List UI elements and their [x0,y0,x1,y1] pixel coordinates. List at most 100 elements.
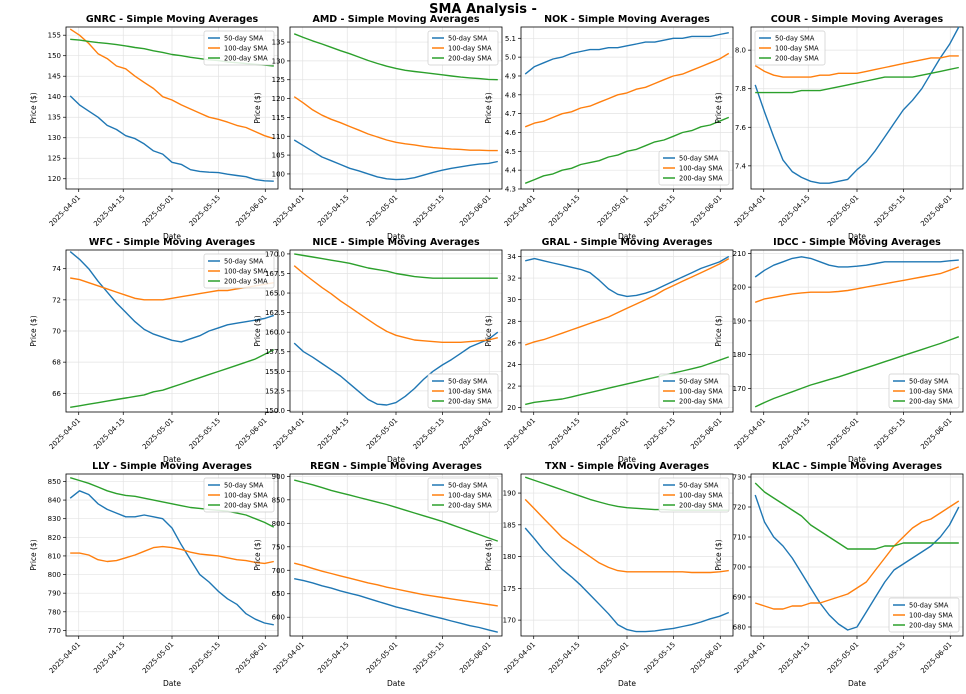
series-line-sma100 [754,500,960,610]
chart-title: LLY - Simple Moving Averages [92,462,252,472]
series-line-sma50 [524,32,729,75]
y-tick-label: 30 [507,296,516,304]
chart-title: GRAL - Simple Moving Averages [542,238,713,248]
y-tick-label: 7.6 [735,124,747,132]
y-tick-label: 180 [503,553,516,561]
y-tick-label: 600 [272,614,285,622]
legend: 50-day SMA 100-day SMA 200-day SMA [888,597,960,633]
x-tick-label: 2025-05-01 [596,194,630,228]
x-tick-label: 2025-04-01 [503,194,537,228]
y-tick-label: 200 [733,284,746,292]
x-tick-label: 2025-04-01 [503,641,537,675]
y-tick-label: 4.8 [505,91,516,99]
series-line-sma50 [294,578,498,633]
y-tick-label: 7.4 [735,162,747,170]
y-tick-label: 4.4 [505,167,517,175]
series-line-sma100 [70,545,274,565]
x-tick-label: 2025-05-01 [826,417,860,451]
series-line-sma200 [525,356,730,406]
legend-label: 200-day SMA [679,175,723,183]
legend-label: 50-day SMA [448,378,488,386]
y-tick-label: 5.1 [505,35,516,43]
legend-label: 100-day SMA [448,45,492,53]
legend-box [888,373,960,409]
legend-label: 200-day SMA [224,278,268,286]
x-axis-label: Date [387,232,405,241]
x-axis-label: Date [163,455,181,464]
legend-box [427,30,499,66]
y-tick-label: 150.0 [265,407,285,415]
x-axis-label: Date [618,232,636,241]
x-tick-label: 2025-05-15 [188,194,222,228]
series-line-sma200 [524,116,730,184]
series-line-sma100 [69,28,275,140]
x-tick-label: 2025-05-15 [188,417,222,451]
y-tick-label: 185 [503,521,516,529]
x-tick-label: 2025-05-01 [141,641,175,675]
y-tick-label: 830 [48,515,61,523]
legend-label: 50-day SMA [448,482,488,490]
series-line-sma50 [524,527,730,633]
y-axis-label: Price ($) [29,539,38,570]
series-line-sma200 [294,253,498,279]
x-tick-label: 2025-05-15 [643,194,677,228]
y-tick-label: 135 [48,114,61,122]
legend-label: 50-day SMA [448,35,488,43]
chart-12: KLAC - Simple Moving Averages 680 690 700 71… [714,462,964,688]
y-axis-label: Price ($) [714,315,723,346]
y-tick-label: 130 [272,57,285,65]
y-tick-label: 167.5 [265,270,285,278]
chart-title: AMD - Simple Moving Averages [313,15,480,25]
axes-frame [750,249,964,413]
axes-frame [289,473,503,637]
plot-area: WFC - Simple Moving Averages 66 68 70 72 74 20… [29,238,279,464]
chart-3: NOK - Simple Moving Averages 4.3 4.4 4.5 4.6… [484,15,734,241]
axes-frame [520,473,734,637]
x-axis-label: Date [618,679,636,688]
legend: 50-day SMA 100-day SMA 200-day SMA [427,30,499,66]
y-tick-label: 800 [272,520,285,528]
legend-box [203,253,275,289]
x-tick-label: 2025-05-15 [412,641,446,675]
axes-frame [65,26,279,190]
y-tick-label: 770 [48,627,61,635]
x-tick-label: 2025-06-01 [919,417,953,451]
series-line-sma100 [524,498,729,574]
legend-box [427,373,499,409]
y-tick-label: 850 [48,478,61,486]
x-tick-label: 2025-04-15 [316,417,350,451]
x-tick-label: 2025-04-15 [777,194,811,228]
x-tick-label: 2025-05-01 [141,194,175,228]
y-tick-label: 4.6 [505,129,517,137]
y-tick-label: 160.0 [265,329,285,337]
x-tick-label: 2025-05-15 [873,417,907,451]
x-tick-label: 2025-05-15 [188,641,222,675]
legend-label: 100-day SMA [448,388,492,396]
chart-title: KLAC - Simple Moving Averages [772,462,942,472]
x-tick-label: 2025-04-15 [777,641,811,675]
x-axis-label: Date [848,232,866,241]
legend-label: 100-day SMA [224,45,268,53]
legend-label: 100-day SMA [679,165,723,173]
series-line-sma100 [754,266,960,303]
y-tick-label: 70 [52,328,61,336]
x-tick-label: 2025-04-15 [316,641,350,675]
legend-box [203,477,275,513]
chart-4: COUR - Simple Moving Averages 7.4 7.6 7.8 8.… [714,15,964,241]
plot-area: NICE - Simple Moving Averages 150.0 152.5 1… [253,238,503,464]
y-tick-label: 68 [52,359,61,367]
legend-label: 100-day SMA [909,388,953,396]
chart-title: NOK - Simple Moving Averages [544,15,710,25]
legend-label: 50-day SMA [909,378,949,386]
series-line-sma200 [755,66,959,94]
plot-area: GNRC - Simple Moving Averages 120 125 130 13… [29,15,279,241]
legend-label: 50-day SMA [679,482,719,490]
x-tick-label: 2025-04-01 [272,641,306,675]
axes-frame [520,26,734,190]
y-tick-label: 820 [48,534,61,542]
y-tick-label: 135 [272,39,285,47]
y-tick-label: 72 [52,296,61,304]
legend: 50-day SMA 100-day SMA 200-day SMA [427,373,499,409]
legend-label: 100-day SMA [909,612,953,620]
y-tick-label: 4.3 [505,186,516,194]
